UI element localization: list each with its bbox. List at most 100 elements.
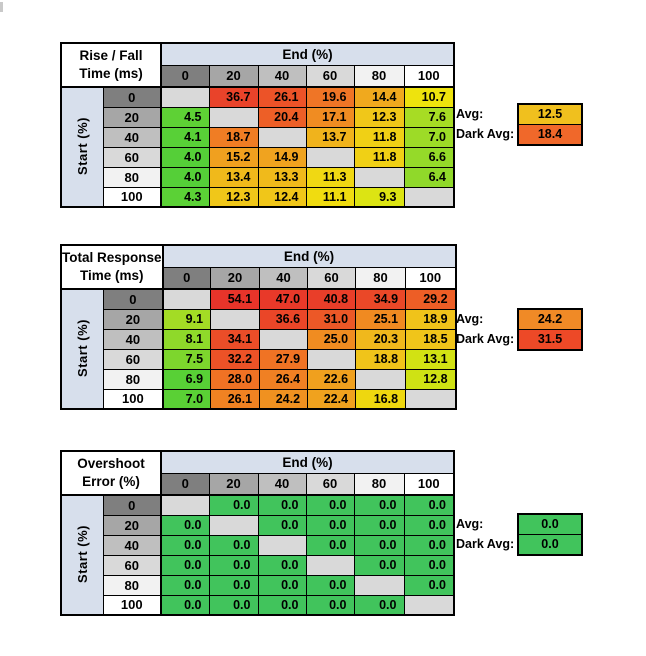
col-header-60[interactable]: 60 xyxy=(305,64,355,88)
value-cell[interactable]: 0.0 xyxy=(208,554,259,576)
value-cell[interactable]: 34.1 xyxy=(210,328,261,350)
value-cell[interactable]: 14.4 xyxy=(353,86,405,108)
value-cell[interactable]: 0.0 xyxy=(305,494,355,516)
table-title[interactable]: Total Response Time (ms) xyxy=(60,244,164,290)
blank-cell[interactable] xyxy=(259,328,309,350)
value-cell[interactable]: 0.0 xyxy=(353,494,405,516)
value-cell[interactable]: 13.4 xyxy=(208,166,259,188)
value-cell[interactable]: 0.0 xyxy=(257,574,307,596)
row-header-60[interactable]: 60 xyxy=(102,554,162,576)
row-header-0[interactable]: 0 xyxy=(102,494,162,516)
blank-cell[interactable] xyxy=(307,348,357,370)
value-cell[interactable]: 27.9 xyxy=(259,348,309,370)
blank-cell[interactable] xyxy=(405,388,457,410)
value-cell[interactable]: 0.0 xyxy=(257,494,307,516)
value-cell[interactable]: 0.0 xyxy=(257,594,307,616)
row-header-20[interactable]: 20 xyxy=(103,308,164,330)
table-title[interactable]: Rise / Fall Time (ms) xyxy=(60,42,162,88)
value-cell[interactable]: 18.8 xyxy=(355,348,407,370)
col-header-0[interactable]: 0 xyxy=(160,64,210,88)
col-header-100[interactable]: 100 xyxy=(405,266,457,290)
value-cell[interactable]: 12.3 xyxy=(353,106,405,128)
value-cell[interactable]: 29.2 xyxy=(405,288,457,310)
col-header-100[interactable]: 100 xyxy=(403,472,455,496)
value-cell[interactable]: 0.0 xyxy=(208,494,259,516)
value-cell[interactable]: 20.4 xyxy=(257,106,307,128)
value-cell[interactable]: 26.1 xyxy=(257,86,307,108)
row-header-20[interactable]: 20 xyxy=(102,514,162,536)
value-cell[interactable]: 11.8 xyxy=(353,126,405,148)
row-header-100[interactable]: 100 xyxy=(103,388,164,410)
blank-cell[interactable] xyxy=(160,494,210,516)
value-cell[interactable]: 0.0 xyxy=(160,574,210,596)
value-cell[interactable]: 0.0 xyxy=(403,514,455,536)
value-cell[interactable]: 0.0 xyxy=(160,554,210,576)
value-cell[interactable]: 15.2 xyxy=(208,146,259,168)
value-cell[interactable]: 11.8 xyxy=(353,146,405,168)
value-cell[interactable]: 0.0 xyxy=(305,534,355,556)
col-header-20[interactable]: 20 xyxy=(208,64,259,88)
value-cell[interactable]: 18.5 xyxy=(405,328,457,350)
value-cell[interactable]: 26.1 xyxy=(210,388,261,410)
value-cell[interactable]: 26.4 xyxy=(259,368,309,390)
blank-cell[interactable] xyxy=(403,594,455,616)
row-axis-label[interactable]: Start (%) xyxy=(60,86,104,208)
value-cell[interactable]: 54.1 xyxy=(210,288,261,310)
row-header-40[interactable]: 40 xyxy=(102,534,162,556)
avg-value-box[interactable]: 0.0 0.0 xyxy=(517,513,583,556)
blank-cell[interactable] xyxy=(305,554,355,576)
row-header-80[interactable]: 80 xyxy=(102,166,162,188)
value-cell[interactable]: 22.4 xyxy=(307,388,357,410)
row-header-40[interactable]: 40 xyxy=(103,328,164,350)
value-cell[interactable]: 0.0 xyxy=(305,514,355,536)
value-cell[interactable]: 4.0 xyxy=(160,146,210,168)
col-header-40[interactable]: 40 xyxy=(257,64,307,88)
value-cell[interactable]: 9.1 xyxy=(162,308,212,330)
value-cell[interactable]: 6.4 xyxy=(403,166,455,188)
value-cell[interactable]: 13.3 xyxy=(257,166,307,188)
value-cell[interactable]: 0.0 xyxy=(305,574,355,596)
blank-cell[interactable] xyxy=(210,308,261,330)
avg-value-box[interactable]: 24.2 31.5 xyxy=(517,308,583,351)
value-cell[interactable]: 4.1 xyxy=(160,126,210,148)
value-cell[interactable]: 0.0 xyxy=(160,534,210,556)
row-header-60[interactable]: 60 xyxy=(103,348,164,370)
row-header-80[interactable]: 80 xyxy=(102,574,162,596)
col-header-40[interactable]: 40 xyxy=(257,472,307,496)
value-cell[interactable]: 31.0 xyxy=(307,308,357,330)
blank-cell[interactable] xyxy=(305,146,355,168)
value-cell[interactable]: 36.6 xyxy=(259,308,309,330)
value-cell[interactable]: 47.0 xyxy=(259,288,309,310)
blank-cell[interactable] xyxy=(257,126,307,148)
value-cell[interactable]: 6.6 xyxy=(403,146,455,168)
value-cell[interactable]: 0.0 xyxy=(403,494,455,516)
value-cell[interactable]: 0.0 xyxy=(257,554,307,576)
row-header-80[interactable]: 80 xyxy=(103,368,164,390)
col-header-20[interactable]: 20 xyxy=(210,266,261,290)
col-header-80[interactable]: 80 xyxy=(355,266,407,290)
value-cell[interactable]: 0.0 xyxy=(208,534,259,556)
value-cell[interactable]: 4.0 xyxy=(160,166,210,188)
value-cell[interactable]: 25.1 xyxy=(355,308,407,330)
col-header-80[interactable]: 80 xyxy=(353,64,405,88)
row-header-40[interactable]: 40 xyxy=(102,126,162,148)
col-header-40[interactable]: 40 xyxy=(259,266,309,290)
value-cell[interactable]: 16.8 xyxy=(355,388,407,410)
value-cell[interactable]: 20.3 xyxy=(355,328,407,350)
row-header-20[interactable]: 20 xyxy=(102,106,162,128)
avg-value-box[interactable]: 12.5 18.4 xyxy=(517,103,583,146)
table-title[interactable]: Overshoot Error (%) xyxy=(60,450,162,496)
value-cell[interactable]: 4.5 xyxy=(160,106,210,128)
value-cell[interactable]: 0.0 xyxy=(353,594,405,616)
blank-cell[interactable] xyxy=(257,534,307,556)
col-header-80[interactable]: 80 xyxy=(353,472,405,496)
dark-avg-value[interactable]: 18.4 xyxy=(519,124,581,144)
col-header-0[interactable]: 0 xyxy=(160,472,210,496)
row-axis-label[interactable]: Start (%) xyxy=(60,494,104,616)
value-cell[interactable]: 12.8 xyxy=(405,368,457,390)
blank-cell[interactable] xyxy=(353,574,405,596)
blank-cell[interactable] xyxy=(353,166,405,188)
value-cell[interactable]: 18.9 xyxy=(405,308,457,330)
value-cell[interactable]: 11.3 xyxy=(305,166,355,188)
value-cell[interactable]: 10.7 xyxy=(403,86,455,108)
